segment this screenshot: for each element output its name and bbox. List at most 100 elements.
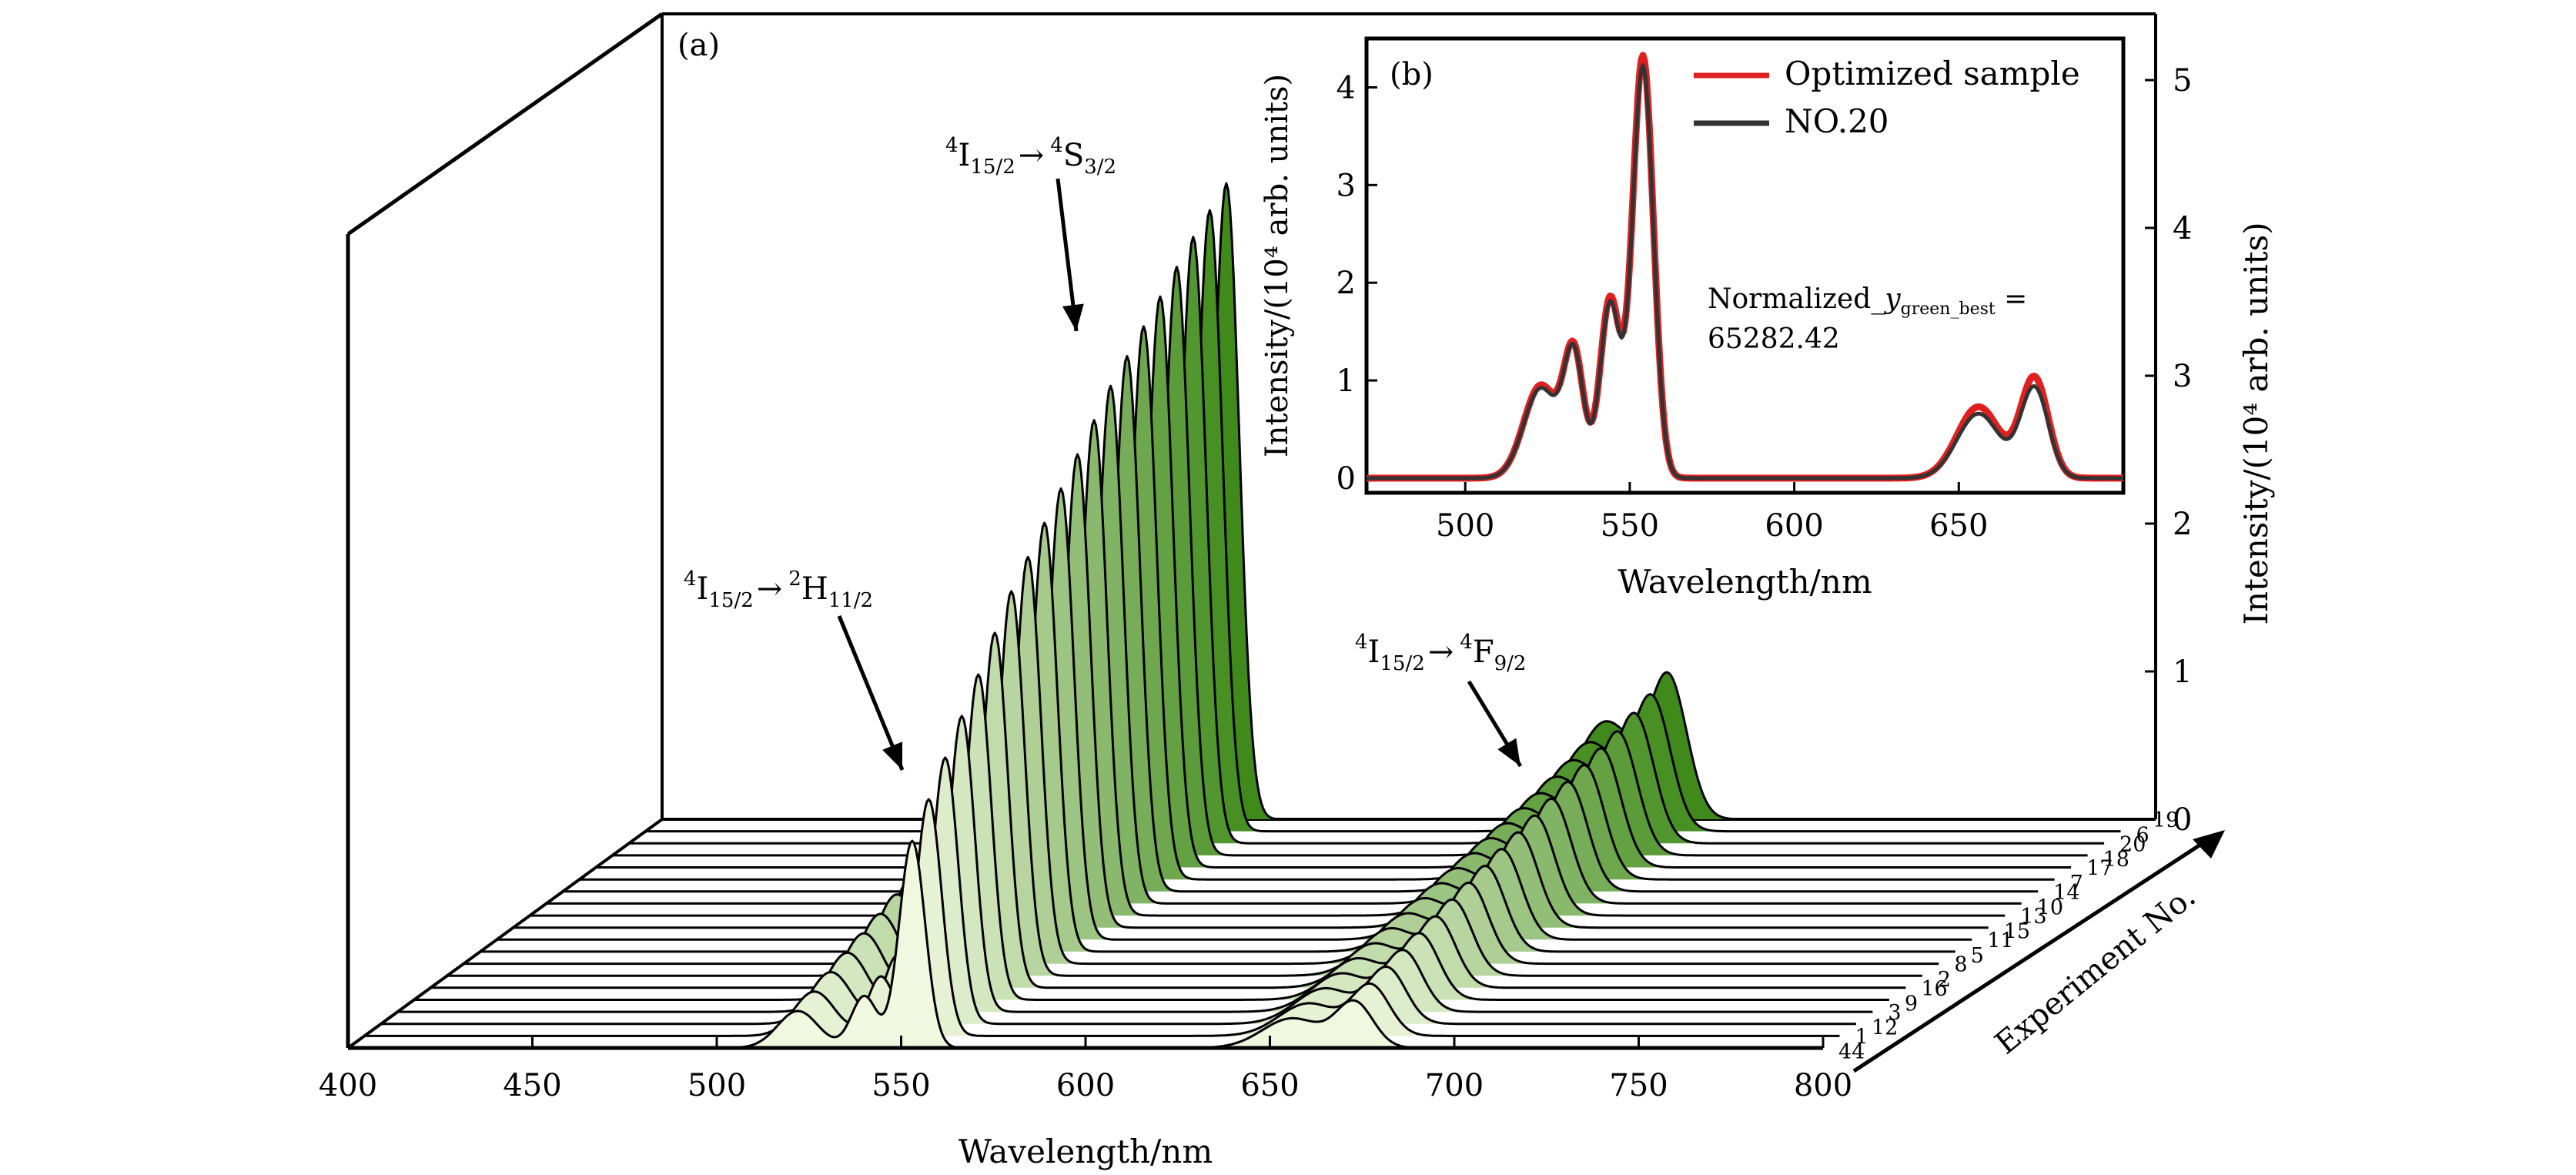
inset-x-axis-label: Wavelength/nm	[1618, 563, 1872, 601]
inset-plot-b: 500 550 600 650 0 1 2 3 4 Wavelength/nm Intensity/…	[1260, 36, 2126, 601]
inset-x-tick-label-500: 500	[1436, 508, 1494, 544]
inset-y-axis-label: Intensity/(10⁴ arb. units)	[1260, 74, 1295, 457]
spectrum-line-17	[596, 295, 2072, 869]
experiment-label-3: 3	[1888, 1001, 1901, 1025]
inset-line-no-20	[1366, 63, 2124, 480]
spectrum-line-20	[629, 236, 2105, 845]
experiment-label-14: 14	[2053, 881, 2079, 905]
spectrum-line-5	[480, 521, 1955, 953]
x-tick-label-650: 650	[1240, 1068, 1299, 1103]
inset-x-tick-label-550: 550	[1601, 508, 1659, 544]
sub-2: 3/2	[1084, 156, 1116, 179]
y-axis-label: Intensity/(10⁴ arb. units)	[2237, 222, 2275, 624]
inset-y-tick-label-3: 3	[1337, 168, 1356, 203]
normalized-annotation: Normalized_ygreen_best =	[1708, 283, 2027, 319]
sub-2: 9/2	[1494, 652, 1527, 675]
sup-2: 4	[1050, 134, 1063, 157]
arrow: →	[1428, 634, 1454, 670]
x-tick-label-400: 400	[319, 1068, 377, 1103]
experiment-label-19: 19	[2153, 808, 2179, 832]
sub-1: 15/2	[708, 589, 753, 612]
legend-label-1: NO.20	[1785, 102, 1889, 140]
transition-label-2: 4I15/2 → 4F9/2	[1355, 631, 1526, 675]
inset-y-tick-label-4: 4	[1337, 70, 1356, 105]
experiment-label-17: 17	[2086, 857, 2113, 881]
term-base-2: S	[1063, 138, 1084, 173]
experiment-label-10: 10	[2037, 895, 2063, 919]
y-tick-label-0: 0	[2173, 802, 2192, 838]
x-tick-label-500: 500	[687, 1068, 746, 1103]
experiment-label-13: 13	[2020, 905, 2046, 929]
inset-y-tick-label-0: 0	[1337, 461, 1356, 497]
transition-label-0: 4I15/2 → 2H11/2	[684, 567, 873, 612]
spectrum-line-13	[530, 419, 2006, 917]
arrow: →	[757, 571, 783, 607]
spectrum-line-3	[397, 715, 1873, 1013]
normalized-prefix: Normalized_	[1708, 283, 1885, 315]
sub-1: 15/2	[970, 156, 1015, 179]
experiment-label-20: 20	[2119, 832, 2146, 856]
y-tick-label-5: 5	[2173, 63, 2192, 99]
transition-label-1: 4I15/2 → 4S3/2	[945, 134, 1116, 179]
normalized-suffix: =	[1996, 283, 2028, 315]
x-tick-label-750: 750	[1609, 1068, 1668, 1103]
inset-x-tick-label-650: 650	[1929, 508, 1988, 544]
sup-1: 4	[1355, 631, 1368, 654]
spectrum-line-8	[463, 555, 1939, 966]
spectrum-line-2	[447, 590, 1922, 977]
spectrum-line-7	[579, 325, 2055, 881]
term-base-1: I	[1368, 634, 1380, 670]
inset-frame	[1364, 36, 2126, 495]
sup-1: 4	[945, 134, 958, 157]
x-tick-label-450: 450	[503, 1068, 561, 1103]
term-base-1: I	[958, 138, 971, 173]
spectrum-line-18	[612, 266, 2088, 857]
sup-1: 4	[684, 567, 697, 591]
experiment-label-7: 7	[2070, 872, 2083, 895]
experiment-label-15: 15	[2004, 920, 2030, 944]
sup-2: 4	[1460, 631, 1473, 654]
y-tick-label-3: 3	[2173, 359, 2192, 394]
term-base-1: I	[697, 571, 709, 607]
sub-2: 11/2	[828, 589, 873, 612]
y-tick-label-4: 4	[2173, 211, 2192, 246]
experiment-label-16: 16	[1921, 977, 1947, 1001]
inset-x-tick-label-600: 600	[1765, 508, 1823, 544]
spectrum-line-12	[380, 756, 1856, 1026]
x-axis-label: Wavelength/nm	[958, 1133, 1213, 1170]
experiment-label-44: 44	[1838, 1040, 1865, 1064]
experiment-label-11: 11	[1987, 929, 2013, 952]
spectrum-line-1	[364, 798, 1840, 1037]
experiment-label-2: 2	[1938, 968, 1951, 992]
term-base-2: H	[801, 571, 828, 607]
spectrum-line-10	[546, 384, 2022, 905]
arrow-s32-head	[1062, 303, 1084, 331]
y-tick-label-2: 2	[2173, 507, 2192, 542]
experiment-label-12: 12	[1872, 1016, 1898, 1040]
floor-left-diagonal	[346, 818, 664, 1049]
arrow-h11-shaft	[837, 615, 905, 771]
arrow-f92-head	[1497, 738, 1521, 766]
normalized-var: y	[1883, 283, 1901, 315]
spectrum-line-14	[563, 355, 2039, 893]
spectrum-line-19	[662, 182, 2137, 821]
experiment-label-9: 9	[1905, 992, 1918, 1016]
experiment-label-5: 5	[1971, 944, 1984, 968]
y-tick-label-1: 1	[2173, 654, 2192, 690]
arrow-h11-head	[882, 741, 903, 770]
inset-y-tick-label-2: 2	[1337, 266, 1356, 301]
x-tick-label-600: 600	[1056, 1068, 1115, 1103]
normalized-value: 65282.42	[1708, 323, 1840, 355]
experiment-label-1: 1	[1855, 1025, 1868, 1049]
panel-b-label: (b)	[1390, 57, 1434, 92]
spectrum-line-9	[413, 673, 1889, 1001]
sup-2: 2	[788, 567, 801, 591]
legend-label-0: Optimized sample	[1785, 55, 2080, 92]
normalized-sub: green_best	[1901, 300, 1996, 319]
x-tick-label-550: 550	[871, 1068, 930, 1103]
spectrum-line-15	[513, 453, 1989, 929]
spectrum-line-11	[497, 487, 1972, 941]
x-tick-label-800: 800	[1794, 1068, 1852, 1103]
